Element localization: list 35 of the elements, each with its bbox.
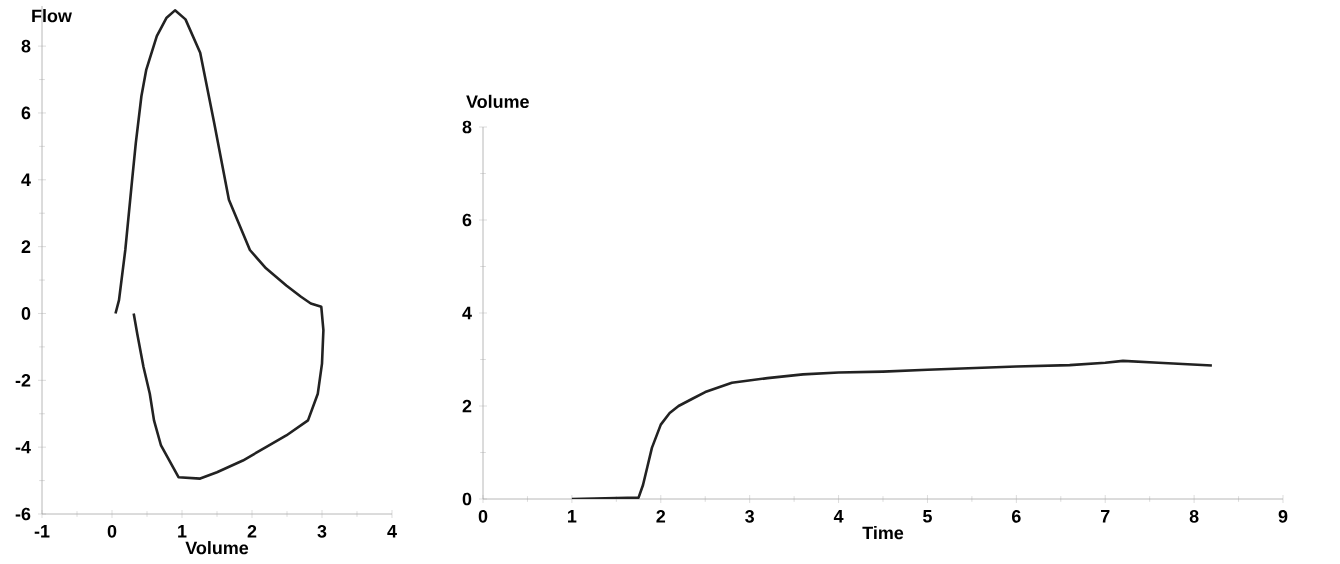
y-tick-label: -2 [15, 374, 31, 387]
y-tick-label: 2 [462, 399, 472, 413]
x-tick-label: 7 [1101, 510, 1110, 523]
x-tick-label: 5 [923, 510, 932, 523]
line-series [114, 9, 325, 480]
x-tick-label: 1 [568, 510, 577, 523]
x-tick-label: 4 [387, 525, 397, 538]
y-tick-label: 8 [462, 120, 472, 134]
x-axis-title: Volume [185, 541, 249, 555]
x-tick-label: 0 [107, 525, 117, 538]
y-axis-title: Volume [466, 94, 529, 108]
y-tick-label: -6 [15, 507, 31, 521]
line-series [570, 359, 1214, 499]
x-tick-label: 9 [1278, 510, 1288, 523]
x-tick-label: 1 [178, 525, 187, 538]
y-tick-label: 2 [21, 240, 31, 253]
y-tick-label: 8 [21, 39, 31, 53]
y-tick-label: 4 [462, 306, 472, 320]
y-tick-label: 6 [462, 213, 472, 227]
x-axis-title: Time [862, 526, 904, 540]
x-tick-label: 8 [1189, 510, 1199, 523]
y-tick-label: 0 [462, 492, 472, 506]
y-axis-title: Flow [32, 9, 72, 23]
x-tick-label: 3 [317, 525, 327, 538]
x-tick-label: 6 [1012, 510, 1021, 523]
y-tick-label: 4 [21, 173, 31, 186]
x-tick-label: 0 [478, 510, 488, 523]
x-tick-label: -1 [34, 525, 50, 538]
x-tick-label: 2 [656, 510, 666, 523]
x-tick-label: 3 [745, 510, 754, 523]
y-tick-label: 0 [21, 307, 31, 320]
x-tick-label: 4 [833, 510, 844, 523]
x-tick-label: 2 [247, 525, 257, 538]
y-tick-label: 6 [21, 106, 31, 120]
y-tick-label: -4 [15, 440, 31, 454]
